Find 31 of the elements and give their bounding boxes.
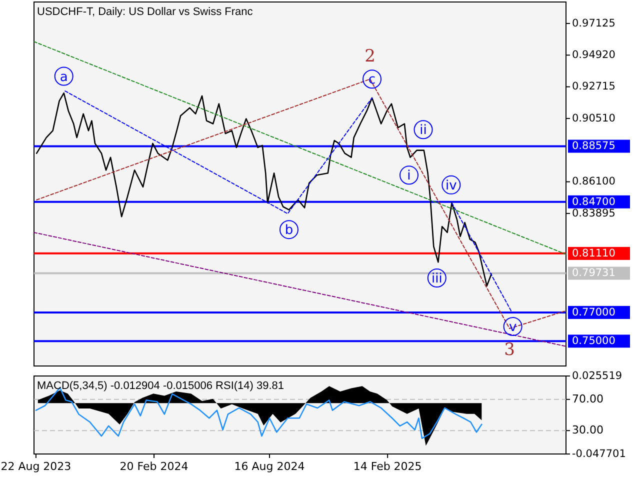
y-tick-label: 0.90510	[572, 112, 616, 124]
ref-line-label: 0.81110	[572, 247, 616, 260]
annotation: iv	[446, 178, 458, 194]
ref-line-label: 0.77000	[572, 306, 616, 318]
annotation: i	[407, 168, 411, 184]
chart-title: MACD(5,34,5) -0.012904 -0.015006 RSI(14) 39.81	[37, 380, 284, 392]
y2-tick-label: 30.00	[572, 424, 604, 437]
y-tick-label: 0.97125	[572, 17, 616, 30]
ref-line-label: 0.75000	[572, 335, 616, 348]
chart-title: USDCHF-T, Daily: US Dollar vs Swiss Franc	[37, 6, 254, 18]
y2-tick-label: 70.00	[572, 392, 604, 406]
y-tick-label: -0.047701	[572, 448, 626, 460]
annotation: c	[368, 72, 376, 88]
annotation: 3	[504, 340, 515, 360]
x-tick-label: 14 Feb 2025	[353, 460, 422, 473]
x-tick-label: 20 Feb 2024	[120, 460, 188, 473]
annotation: iii	[431, 272, 442, 287]
y-tick-label: 0.025519	[572, 370, 622, 382]
annotation: ii	[420, 123, 427, 138]
x-tick-label: 16 Aug 2024	[234, 460, 305, 473]
y-tick-label: 0.92715	[572, 80, 616, 93]
annotation: a	[60, 70, 68, 85]
annotation: 2	[364, 46, 376, 67]
y-tick-label: 0.86100	[572, 176, 616, 188]
ref-line-label: 0.84700	[572, 196, 616, 208]
ref-line-label: 0.88575	[572, 140, 616, 152]
annotation: b	[284, 223, 294, 238]
ref-line-label: 0.79731	[572, 267, 616, 280]
x-tick-label: 22 Aug 2023	[0, 460, 72, 473]
y-tick-label: 0.83895	[572, 207, 616, 220]
y-tick-label: 0.94920	[572, 49, 616, 62]
